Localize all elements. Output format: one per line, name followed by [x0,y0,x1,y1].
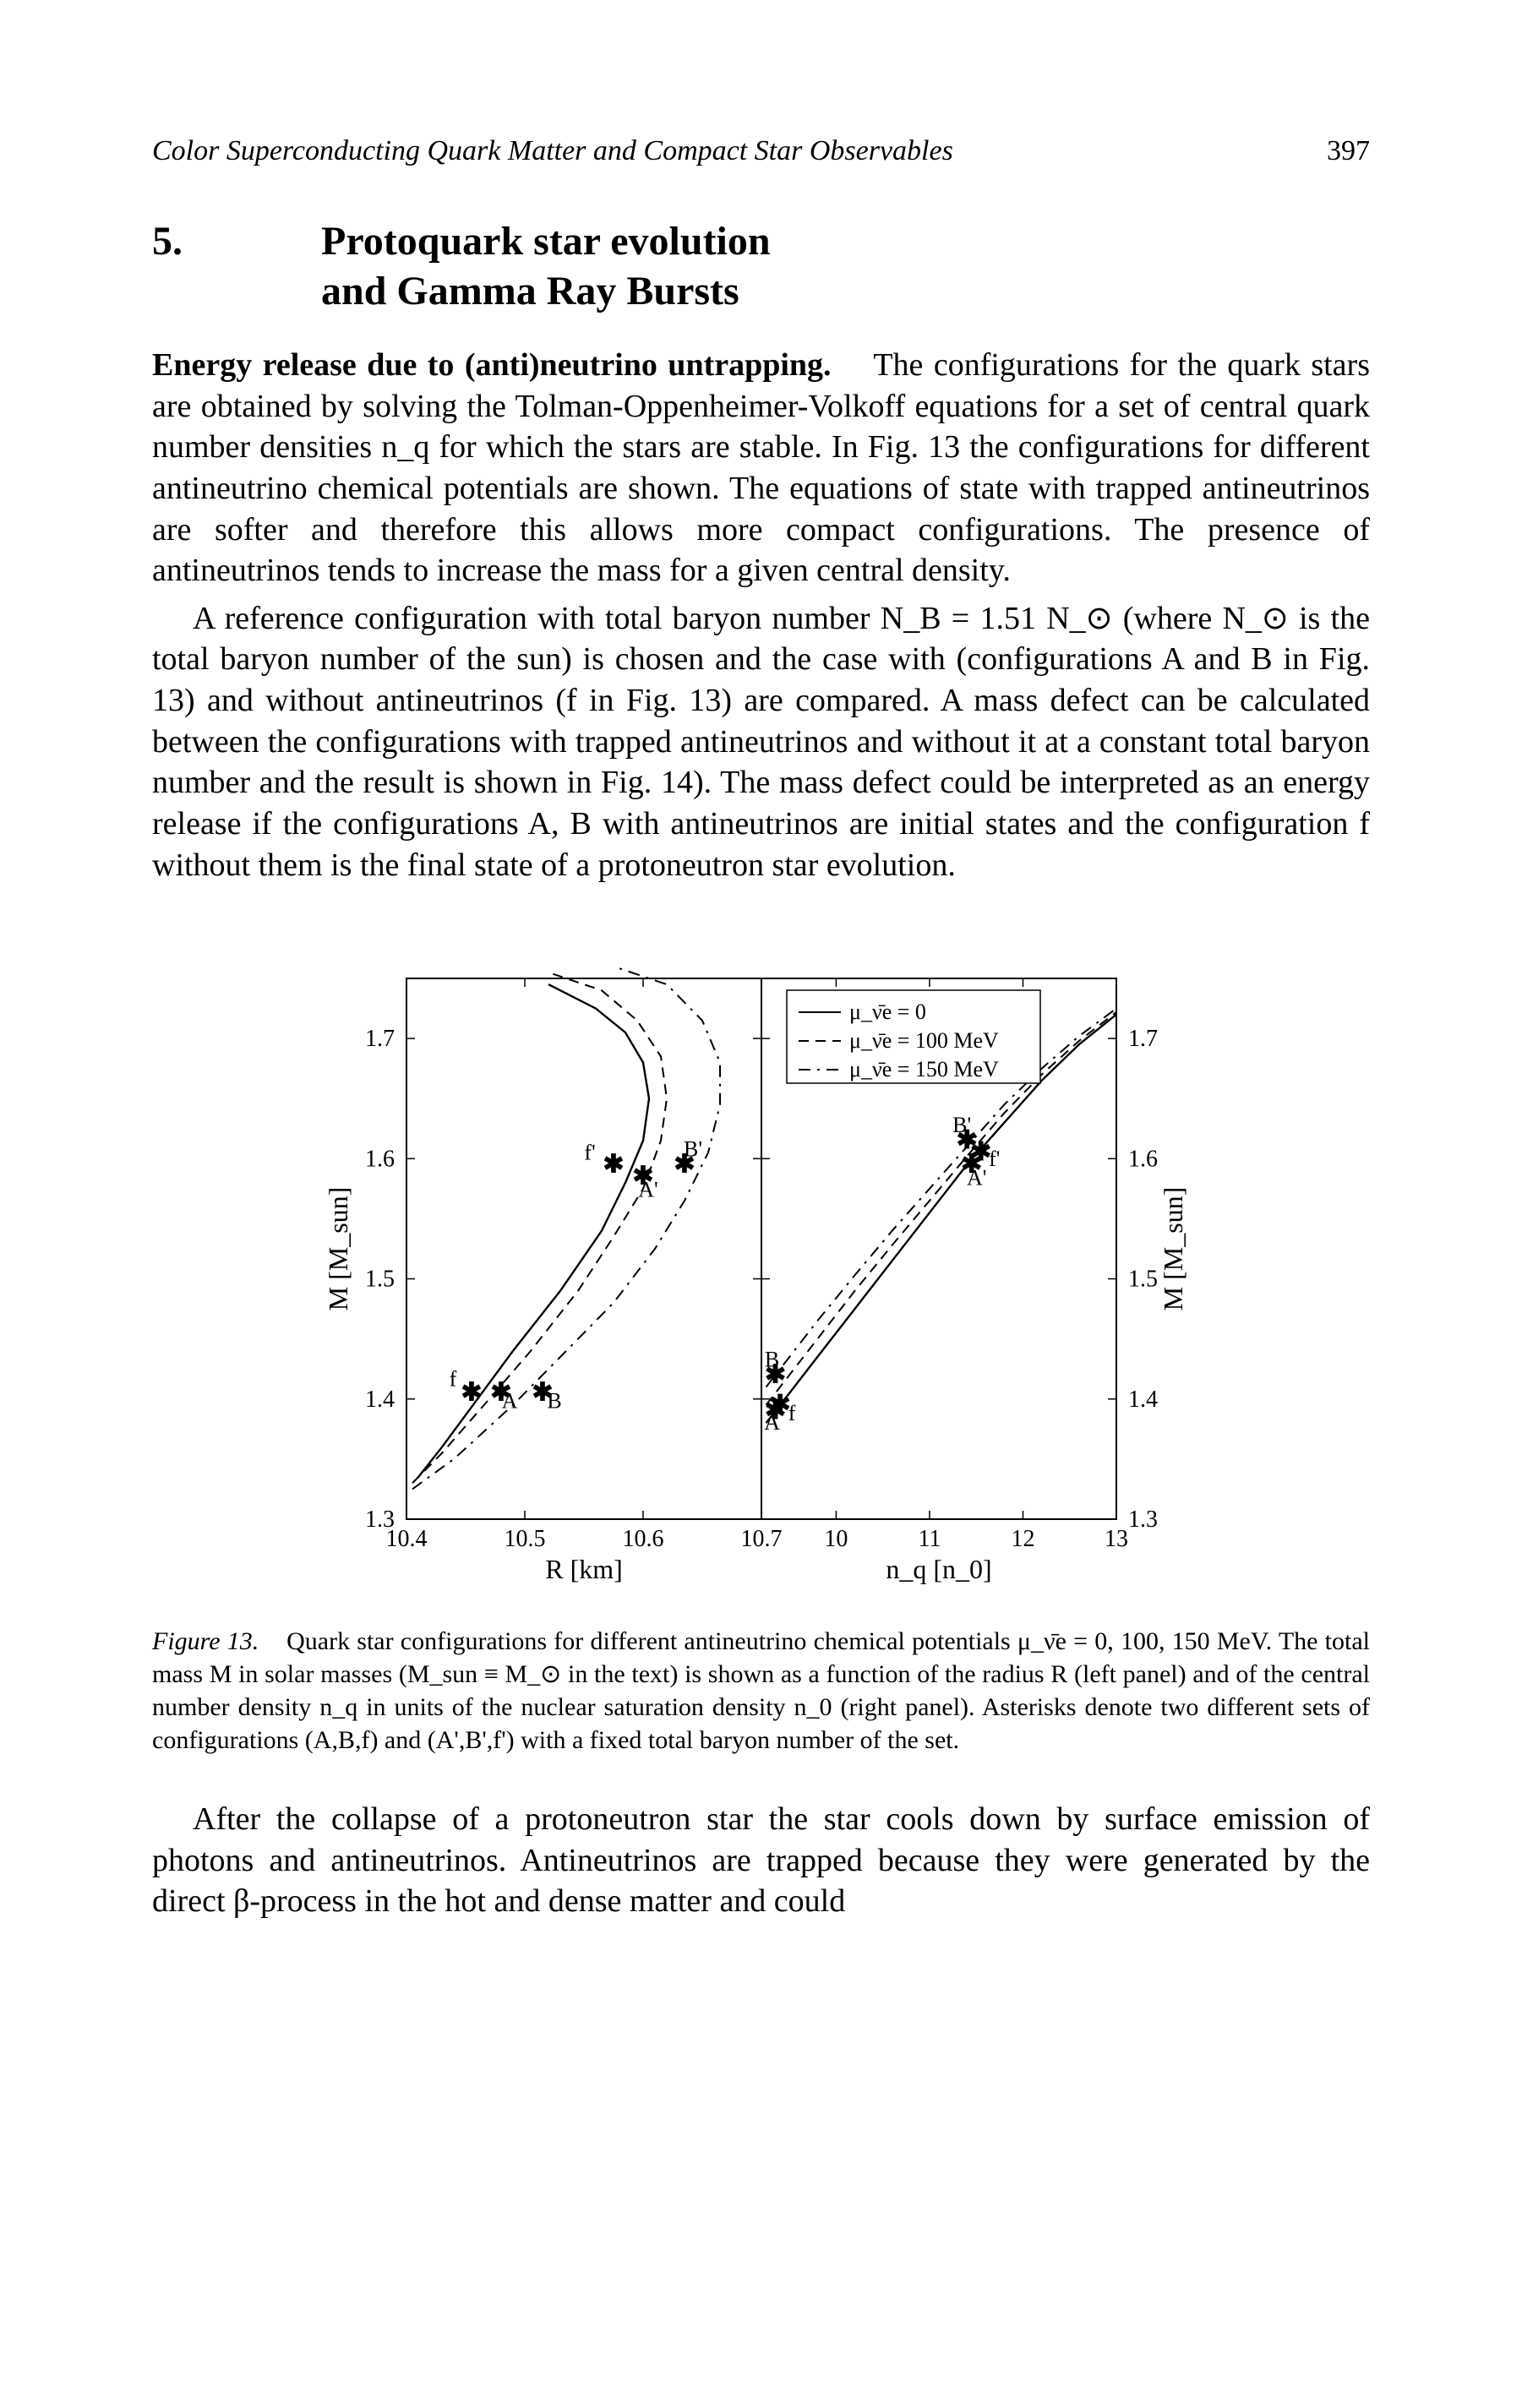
svg-text:M [M_sun]: M [M_sun] [323,1187,353,1311]
paragraph-1-text: The configurations for the quark stars a… [152,347,1370,588]
section-number: 5. [152,218,321,264]
svg-text:B: B [547,1389,561,1414]
svg-text:10.6: 10.6 [622,1526,663,1552]
running-head: Color Superconducting Quark Matter and C… [152,135,1370,167]
svg-text:10.5: 10.5 [504,1526,545,1552]
svg-text:f': f' [584,1141,595,1165]
paragraph-1: Energy release due to (anti)neutrino unt… [152,345,1370,591]
section-title-line1: Protoquark star evolution [321,218,1370,264]
svg-text:R [km]: R [km] [545,1554,623,1584]
svg-text:M [M_sun]: M [M_sun] [1158,1187,1188,1311]
paragraph-3: After the collapse of a protoneutron sta… [152,1799,1370,1922]
svg-text:1.4: 1.4 [1128,1387,1158,1413]
figure-13-caption-text: Quark star configurations for different … [152,1627,1370,1754]
svg-text:B: B [764,1347,778,1371]
svg-text:f: f [788,1401,795,1425]
svg-text:B': B' [952,1113,971,1137]
figure-13: 10.410.510.610.71.31.41.51.61.7✱f✱A✱B✱f'… [314,945,1209,1591]
svg-text:n_q [n_0]: n_q [n_0] [886,1554,991,1584]
svg-text:μ_ν̄e = 150 MeV: μ_ν̄e = 150 MeV [849,1057,999,1081]
svg-text:1.5: 1.5 [1128,1267,1158,1293]
svg-text:1.3: 1.3 [365,1506,395,1533]
svg-text:13: 13 [1105,1526,1128,1552]
section-title-line2: and Gamma Ray Bursts [321,268,1370,314]
svg-text:1.4: 1.4 [365,1387,395,1413]
svg-text:1.3: 1.3 [1128,1506,1158,1533]
figure-13-caption: Figure 13. Quark star configurations for… [152,1625,1370,1757]
paragraph-1-runin: Energy release due to (anti)neutrino unt… [152,347,832,383]
page-number: 397 [1327,135,1370,167]
svg-text:12: 12 [1011,1526,1034,1552]
section-heading: 5. Protoquark star evolution [152,218,1370,264]
svg-text:✱: ✱ [461,1379,482,1407]
svg-text:1.5: 1.5 [365,1267,395,1293]
figure-13-svg: 10.410.510.610.71.31.41.51.61.7✱f✱A✱B✱f'… [314,945,1209,1587]
svg-text:11: 11 [918,1526,941,1552]
svg-text:f: f [449,1367,456,1392]
figure-13-label: Figure 13. [152,1627,259,1655]
running-title: Color Superconducting Quark Matter and C… [152,135,953,167]
svg-text:A: A [501,1389,517,1414]
svg-text:μ_ν̄e = 100 MeV: μ_ν̄e = 100 MeV [849,1028,999,1053]
svg-text:1.6: 1.6 [1128,1146,1158,1172]
svg-text:A': A' [966,1166,985,1190]
svg-text:1.6: 1.6 [365,1146,395,1172]
svg-text:10: 10 [824,1526,848,1552]
paragraph-2: A reference configuration with total bar… [152,598,1370,885]
svg-text:f': f' [989,1147,1000,1171]
svg-text:✱: ✱ [603,1151,624,1179]
svg-text:1.7: 1.7 [365,1026,395,1052]
svg-text:1.7: 1.7 [1128,1026,1158,1052]
svg-text:10.7: 10.7 [740,1526,782,1552]
page: Color Superconducting Quark Matter and C… [0,0,1522,2408]
svg-text:A': A' [638,1178,657,1202]
svg-text:B': B' [683,1137,701,1162]
svg-text:μ_ν̄e = 0: μ_ν̄e = 0 [849,1000,926,1024]
